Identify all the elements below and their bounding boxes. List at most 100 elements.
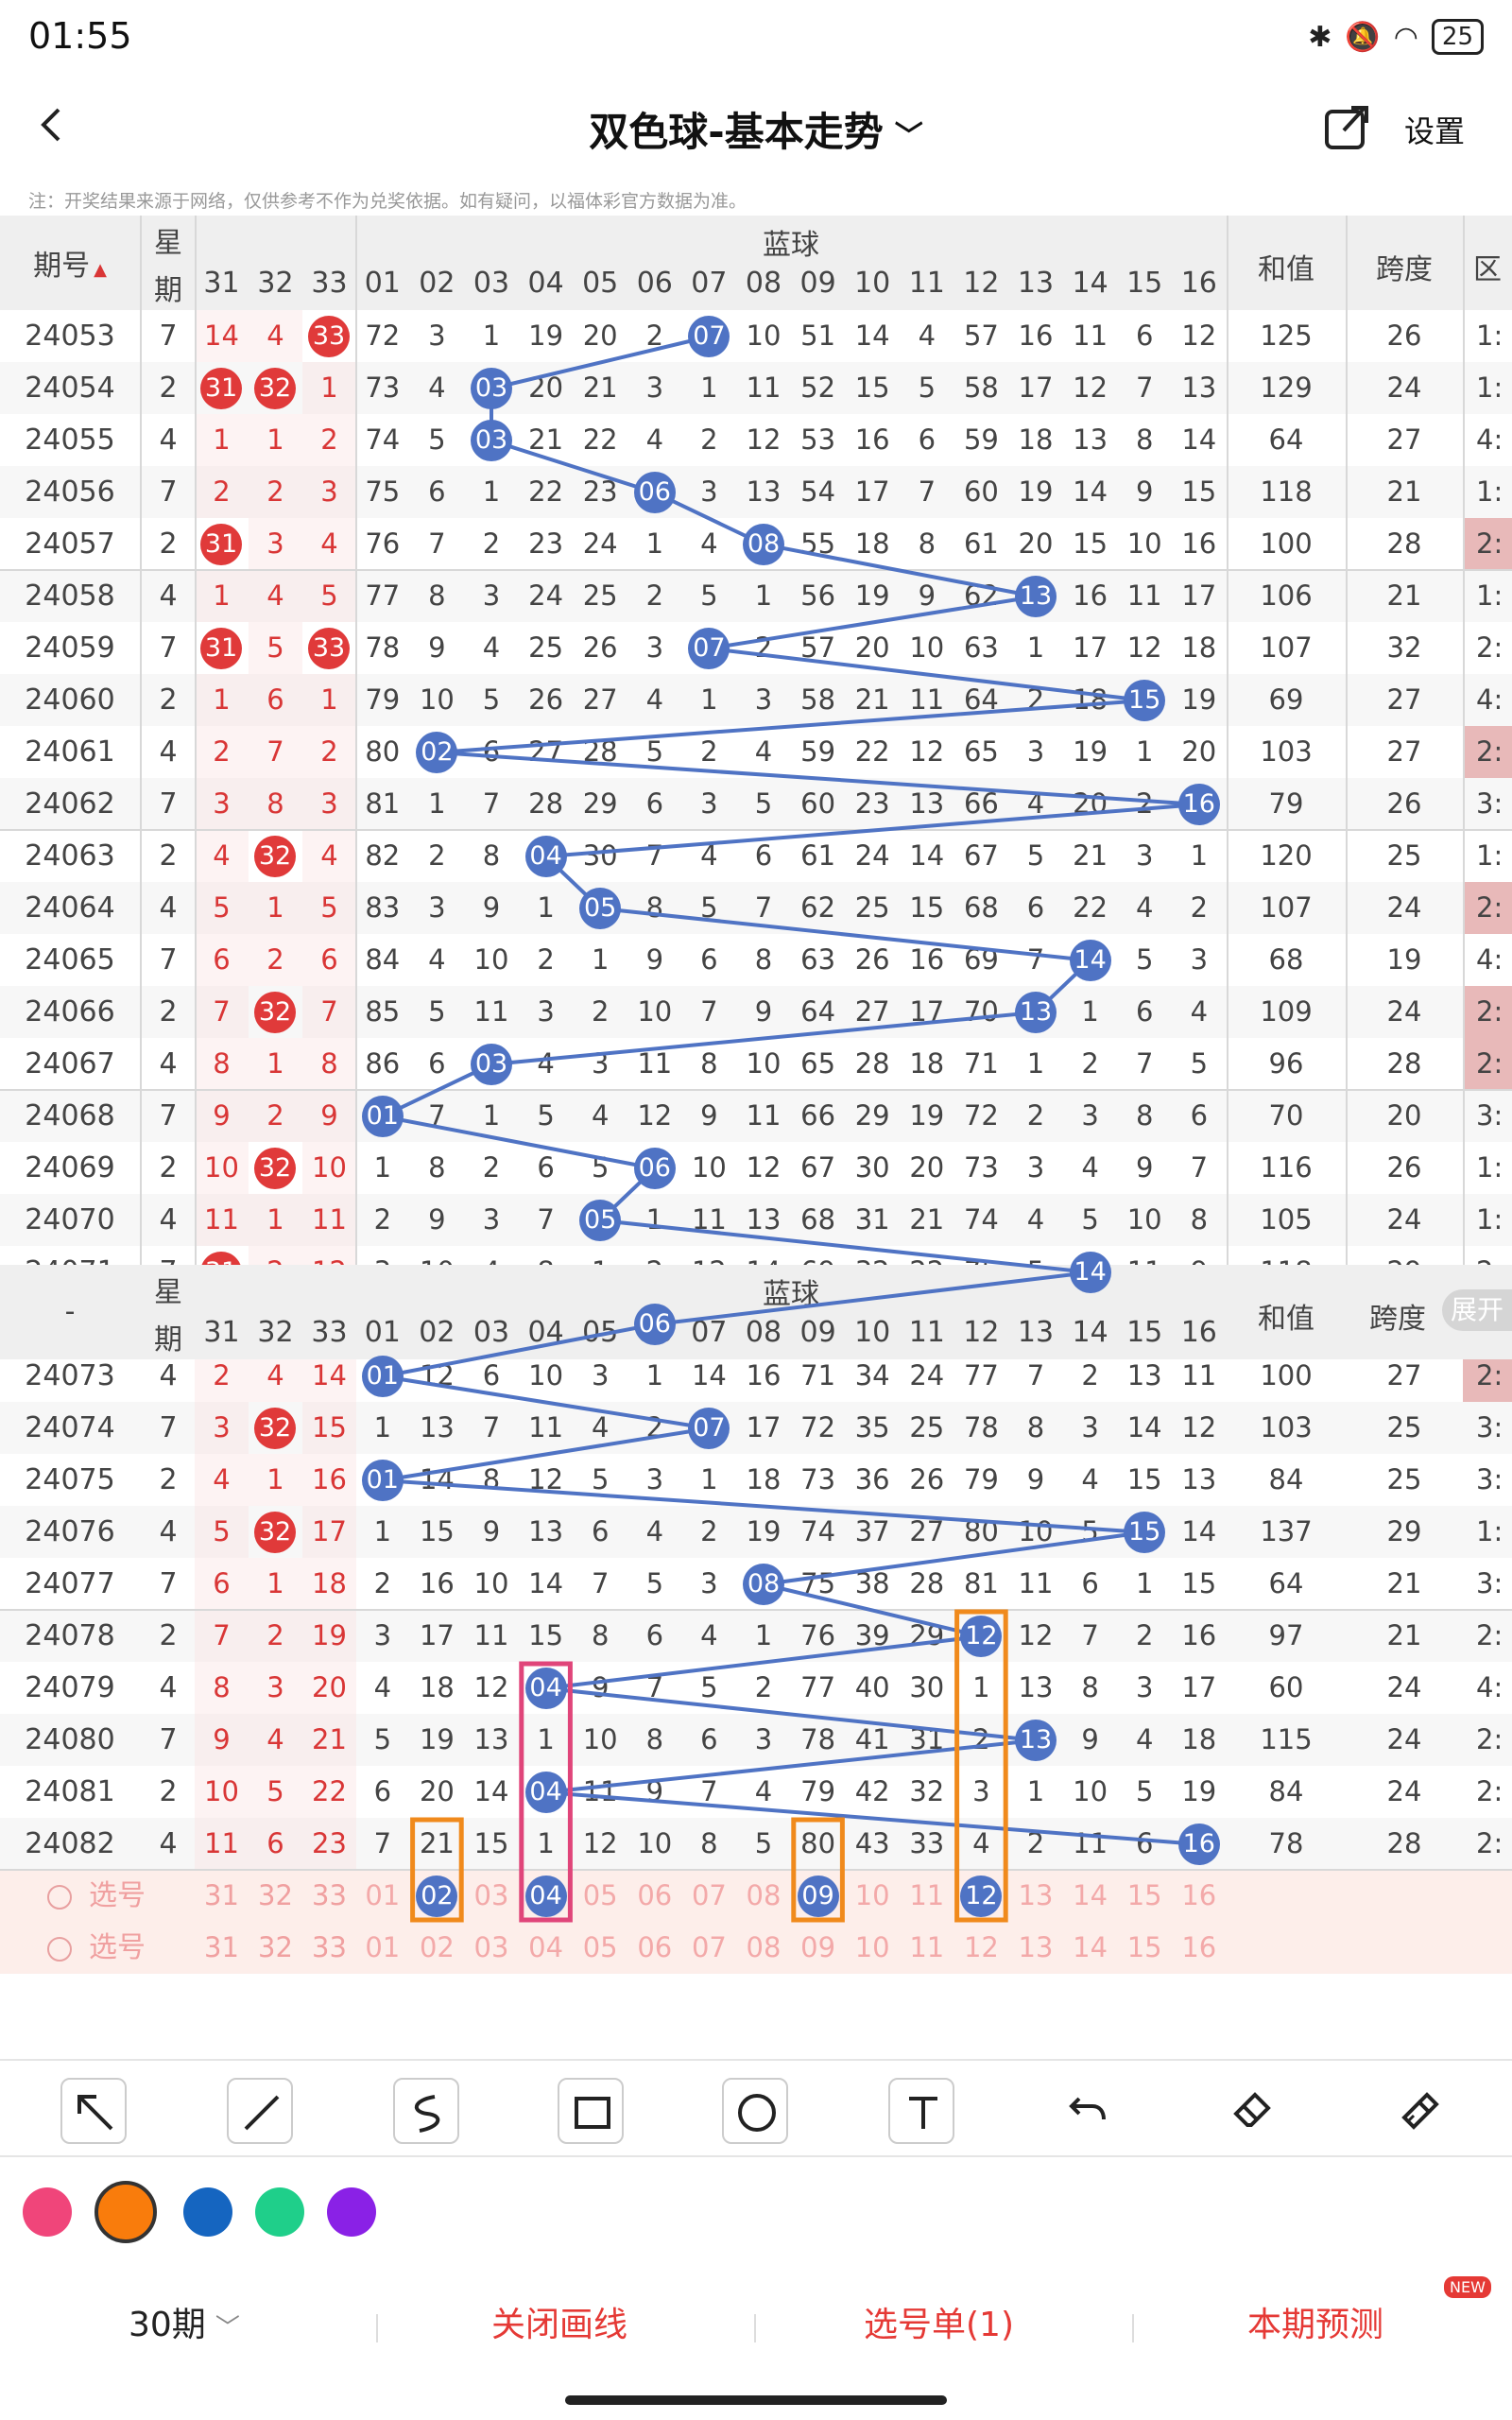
picked-blue-ball[interactable]: 04	[524, 1876, 567, 1917]
table-row[interactable]: 24063 2 4 32 4 82 2 8 04 30 7 4 6 61 24 14 67 5 21 3 1 120 25 1…	[0, 830, 1512, 882]
trend-table[interactable]: 期号 ▲ 星 期 蓝球 和值 跨度 区 31 32 33 01 02 03 04 05 06 07 0…	[0, 216, 1512, 2059]
select-blue-option[interactable]: 15	[1126, 1879, 1162, 1911]
rectangle-tool[interactable]	[558, 2078, 624, 2144]
select-blue-option[interactable]: 07	[691, 1879, 727, 1911]
table-row[interactable]: 24054 2 31 32 1 73 4 03 20 21 3 1 11 52 15 5 58 17 12 7 13 12…	[0, 362, 1512, 414]
select-blue-option[interactable]: 08	[746, 1879, 782, 1911]
select-blue-option[interactable]: 06	[637, 1931, 673, 1963]
table-row[interactable]: 24064 4 5 1 5 83 3 9 1 05 8 5 7 62 25 15 68 6 22 4 2 107 24 2:	[0, 882, 1512, 934]
color-green[interactable]	[255, 2187, 304, 2237]
clear-tool[interactable]	[1385, 2078, 1452, 2144]
select-blue-option[interactable]: 11	[909, 1879, 945, 1911]
table-row[interactable]: 24081 2 10 5 22 6 20 14 04 11 9 7 4 79 42 32 3 1 10 5 19 84 24…	[0, 1766, 1512, 1818]
table-row[interactable]: 24055 4 1 1 2 74 5 03 21 22 4 2 12 53 16 6 59 18 13 8 14 64 27…	[0, 414, 1512, 466]
predict-button[interactable]: 本期预测	[1247, 2306, 1384, 2344]
select-blue-option[interactable]: 03	[473, 1931, 509, 1963]
close-draw-button[interactable]: 关闭画线	[491, 2306, 628, 2344]
select-blue-option[interactable]: 10	[854, 1931, 890, 1963]
span-cell: 24	[1386, 995, 1422, 1028]
color-pink[interactable]	[23, 2187, 72, 2237]
select-blue-option[interactable]: 14	[1073, 1931, 1108, 1963]
pick-list-button[interactable]: 选号单(1)	[864, 2306, 1014, 2344]
select-blue-option[interactable]: 12	[963, 1931, 999, 1963]
table-row[interactable]: 24079 4 8 3 20 4 18 12 04 9 7 5 2 77 40 30 1 13 8 3 17 60 24 4:	[0, 1662, 1512, 1714]
period-header[interactable]: 期号 ▲	[0, 242, 140, 284]
select-row[interactable]: 选号 31 32 33 01 02 03 04 05 06 07 08 09 10 11 12 13 14 15 16	[0, 1922, 1512, 1974]
select-blue-option[interactable]: 13	[1018, 1931, 1054, 1963]
picked-blue-ball[interactable]: 09	[797, 1876, 839, 1917]
select-blue-option[interactable]: 16	[1181, 1931, 1217, 1963]
table-row[interactable]: 24070 4 11 1 11 2 9 3 7 05 1 11 13 68 31 21 74 4 5 10 8 105 24…	[0, 1194, 1512, 1246]
table-row[interactable]: 24074 7 3 32 15 1 13 7 11 4 2 07 17 72 35 25 78 8 3 14 12 103…	[0, 1402, 1512, 1454]
radio-circle-icon[interactable]	[47, 1885, 72, 1910]
table-row[interactable]: 24080 7 9 4 21 5 19 13 1 10 8 6 3 78 41 31 2 13 9 4 18 115 24 2…	[0, 1714, 1512, 1766]
color-purple[interactable]	[327, 2187, 376, 2237]
table-row[interactable]: 24069 2 10 32 10 1 8 2 6 5 06 10 12 67 30 20 73 3 4 9 7 116 26…	[0, 1142, 1512, 1194]
select-red-option[interactable]: 31	[204, 1931, 239, 1963]
select-blue-option[interactable]: 03	[473, 1879, 509, 1911]
arrow-tool[interactable]	[60, 2078, 127, 2144]
select-blue-option[interactable]: 14	[1073, 1879, 1108, 1911]
table-row[interactable]: 24059 7 31 5 33 78 9 4 25 26 3 07 2 57 20 10 63 1 17 12 18 10…	[0, 622, 1512, 674]
select-blue-option[interactable]: 01	[365, 1879, 401, 1911]
select-red-option[interactable]: 32	[258, 1879, 293, 1911]
table-row[interactable]: 24067 4 8 1 8 86 6 03 4 3 11 8 10 65 28 18 71 1 2 7 5 96 28 2:	[0, 1038, 1512, 1090]
settings-button[interactable]: 设置	[1404, 113, 1466, 149]
table-row[interactable]: 24053 7 14 4 33 72 3 1 19 20 2 07 10 51 14 4 57 16 11 6 12 12…	[0, 310, 1512, 362]
select-blue-option[interactable]: 01	[365, 1931, 401, 1963]
select-blue-option[interactable]: 06	[637, 1879, 673, 1911]
table-row[interactable]: 24058 4 1 4 5 77 8 3 24 25 2 5 1 56 19 9 62 13 16 11 17 106 21…	[0, 570, 1512, 622]
select-red-option[interactable]: 31	[204, 1879, 239, 1911]
color-orange-selected[interactable]	[94, 2181, 157, 2243]
table-row[interactable]: 24060 2 1 6 1 79 10 5 26 27 4 1 3 58 21 11 64 2 18 15 19 69 27…	[0, 674, 1512, 726]
table-row[interactable]: 24056 7 2 2 3 75 6 1 22 23 06 3 13 54 17 7 60 19 14 9 15 118 2…	[0, 466, 1512, 518]
blue-miss-cell: 19	[419, 1723, 455, 1755]
line-tool[interactable]	[227, 2078, 293, 2144]
red-ball: 33	[308, 628, 350, 669]
select-red-option[interactable]: 32	[258, 1931, 293, 1963]
select-blue-option[interactable]: 05	[582, 1931, 618, 1963]
table-row[interactable]: 24076 4 5 32 17 1 15 9 13 6 4 2 19 74 37 27 80 10 5 15 14 137…	[0, 1506, 1512, 1558]
select-blue-option[interactable]: 10	[854, 1879, 890, 1911]
select-blue-option[interactable]: 05	[582, 1879, 618, 1911]
select-blue-option[interactable]: 07	[691, 1931, 727, 1963]
circle-tool[interactable]	[722, 2078, 788, 2144]
text-tool[interactable]	[888, 2078, 954, 2144]
select-blue-option[interactable]: 02	[419, 1931, 455, 1963]
select-blue-option[interactable]: 15	[1126, 1931, 1162, 1963]
share-icon[interactable]	[1323, 104, 1370, 151]
select-red-option[interactable]: 33	[312, 1879, 347, 1911]
period-select[interactable]: 30期 ﹀	[129, 2297, 240, 2346]
zone-cell: 1:	[1476, 372, 1503, 404]
undo-tool[interactable]	[1055, 2078, 1121, 2144]
home-indicator[interactable]	[565, 2395, 947, 2405]
select-row[interactable]: 选号 31 32 33 01 02 03 04 05 06 07 08 09 10 11 12 13 14 15 16	[0, 1870, 1512, 1922]
select-blue-option[interactable]: 16	[1181, 1879, 1217, 1911]
select-blue-option[interactable]: 08	[746, 1931, 782, 1963]
radio-circle-icon[interactable]	[47, 1937, 72, 1962]
table-row[interactable]: 24065 7 6 2 6 84 4 10 2 1 9 6 8 63 26 16 69 7 14 5 3 68 19 4:	[0, 934, 1512, 986]
page-title[interactable]: 双色球-基本走势 ﹀	[0, 100, 1512, 158]
table-row[interactable]: 24075 2 4 1 16 01 14 8 12 5 3 1 18 73 36 26 79 9 4 15 13 84 25…	[0, 1454, 1512, 1506]
select-blue-option[interactable]: 04	[528, 1931, 564, 1963]
color-blue[interactable]	[183, 2187, 232, 2237]
select-blue-option[interactable]: 09	[800, 1931, 836, 1963]
table-row[interactable]: 24077 7 6 1 18 2 16 10 14 7 5 3 08 75 38 28 81 11 6 1 15 64 21…	[0, 1558, 1512, 1610]
table-row[interactable]: 24061 4 2 7 2 80 02 6 27 28 5 2 4 59 22 12 65 3 19 1 20 103 27…	[0, 726, 1512, 778]
red-miss-cell: 5	[249, 622, 302, 674]
select-red-option[interactable]: 33	[312, 1931, 347, 1963]
select-blue-option[interactable]: 13	[1018, 1879, 1054, 1911]
select-blue-option[interactable]: 11	[909, 1931, 945, 1963]
curve-tool[interactable]	[393, 2078, 459, 2144]
table-row[interactable]: 24066 2 7 32 7 85 5 11 3 2 10 7 9 64 27 17 70 13 1 6 4 109 24 2…	[0, 986, 1512, 1038]
expand-button[interactable]: 展开	[1442, 1289, 1512, 1331]
table-row[interactable]: 24062 7 3 8 3 81 1 7 28 29 6 3 5 60 23 13 66 4 20 2 16 79 26 3:	[0, 778, 1512, 830]
table-row[interactable]: 24082 4 11 6 23 7 21 15 1 12 10 8 5 80 43 33 4 2 11 6 16 78 28…	[0, 1818, 1512, 1870]
eraser-tool[interactable]	[1219, 2078, 1285, 2144]
table-row[interactable]: 24068 7 9 2 9 01 7 1 5 4 12 9 11 66 29 19 72 2 3 8 6 70 20 3:	[0, 1090, 1512, 1142]
picked-blue-ball[interactable]: 02	[416, 1876, 458, 1917]
back-icon[interactable]	[34, 106, 72, 144]
table-row[interactable]: 24057 2 31 3 4 76 7 2 23 24 1 4 08 55 18 8 61 20 15 10 16 100…	[0, 518, 1512, 570]
picked-blue-ball[interactable]: 12	[960, 1876, 1003, 1917]
table-row[interactable]: 24078 2 7 2 19 3 17 11 15 8 6 4 1 76 39 29 12 12 7 2 16 97 21 2…	[0, 1610, 1512, 1662]
